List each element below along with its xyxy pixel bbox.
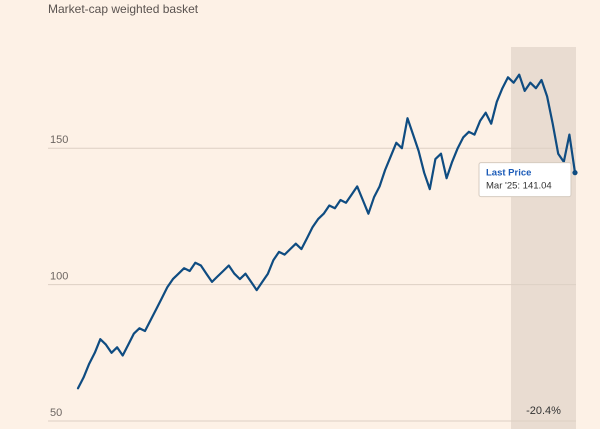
y-tick-labels: 50 100 150: [50, 134, 68, 419]
tooltip-box: [478, 162, 572, 198]
y-tick-label-50: 50: [50, 407, 62, 419]
tooltip-value: Mar '25: 141.04: [486, 181, 552, 192]
series-line: [76, 73, 577, 390]
gridlines: [48, 147, 576, 422]
y-tick-label-150: 150: [50, 134, 68, 146]
chart-subtitle: Market-cap weighted basket: [48, 2, 199, 16]
tooltip-title: Last Price: [486, 168, 531, 179]
y-tick-label-100: 100: [50, 271, 68, 283]
change-label: -20.4%: [526, 405, 561, 417]
last-price-tooltip: Last Price Mar '25: 141.04: [478, 162, 572, 198]
highlight-band: [510, 47, 576, 429]
last-point-marker[interactable]: [572, 170, 578, 176]
